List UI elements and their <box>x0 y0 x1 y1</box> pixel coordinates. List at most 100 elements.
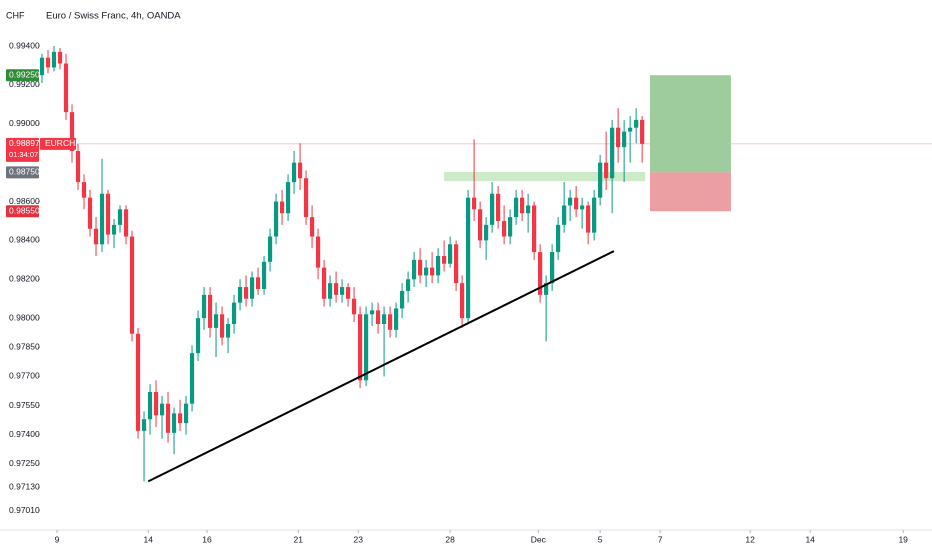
candle-body <box>459 283 465 319</box>
candle-body <box>375 310 381 324</box>
candle-body <box>466 197 471 319</box>
y-tick-label: 0.97130 <box>9 481 40 491</box>
candle-body <box>279 201 285 214</box>
price-label-box <box>6 205 39 218</box>
candle-body <box>237 287 243 303</box>
candle-body <box>441 255 447 264</box>
y-tick-label: 0.99000 <box>9 118 40 128</box>
candle-body <box>435 255 441 276</box>
candle-body <box>453 244 459 284</box>
candle-body <box>357 314 363 381</box>
candle-body <box>339 287 345 295</box>
candle-body <box>628 127 633 132</box>
candle-body <box>634 119 639 128</box>
candle-body <box>195 318 201 354</box>
symbol-label: EURCHF <box>45 138 80 148</box>
candle-body <box>478 209 483 241</box>
zone <box>444 172 646 182</box>
candle-body <box>574 197 579 210</box>
candle-body <box>556 224 561 253</box>
currency: CHF <box>6 10 25 20</box>
candle-body <box>508 217 513 237</box>
candle-body <box>45 57 51 68</box>
candle-body <box>189 353 195 404</box>
candle-body <box>201 294 207 319</box>
candle-body <box>345 287 351 299</box>
y-tick-label: 0.98400 <box>9 235 40 245</box>
candle-body <box>177 413 183 424</box>
candle-body <box>39 57 45 76</box>
price-label: 0.98550 <box>9 206 40 216</box>
candle-body <box>75 151 81 183</box>
candle-body <box>87 197 93 229</box>
y-tick-label: 0.99200 <box>9 79 40 89</box>
candle-body <box>592 197 597 233</box>
candle-body <box>363 314 369 381</box>
symbol-box <box>40 137 76 150</box>
candle-body <box>105 193 111 235</box>
candle-body <box>550 252 555 284</box>
candle-body <box>159 403 165 416</box>
candle-body <box>129 236 135 334</box>
candle-body <box>321 267 327 299</box>
candle-body <box>526 205 531 214</box>
x-tick-label: 5 <box>598 534 603 544</box>
candle-body <box>135 333 141 431</box>
x-tick-label: 7 <box>658 534 663 544</box>
candle-body <box>255 277 261 290</box>
candle-body <box>297 162 303 179</box>
x-tick-label: 12 <box>745 534 755 544</box>
countdown: 01:34:07 <box>9 150 38 159</box>
candle-body <box>171 413 177 433</box>
candle-body <box>538 252 543 295</box>
candle-body <box>303 178 309 218</box>
last-price-box <box>6 137 39 162</box>
candle-body <box>219 314 225 338</box>
candle-body <box>231 302 237 324</box>
candle-body <box>111 224 117 235</box>
candle-body <box>604 162 609 179</box>
candle-body <box>327 283 333 299</box>
y-tick-label: 0.98200 <box>9 274 40 284</box>
x-tick-label: 23 <box>354 534 364 544</box>
candle-body <box>520 197 525 214</box>
candle-body <box>580 205 585 210</box>
y-tick-label: 0.97400 <box>9 429 40 439</box>
candle-body <box>213 314 219 328</box>
y-tick-label: 0.98600 <box>9 196 40 206</box>
candle-body <box>544 283 549 295</box>
candle-body <box>399 290 405 309</box>
candle-body <box>273 201 279 237</box>
candle-body <box>309 217 315 237</box>
x-tick-label: 14 <box>805 534 815 544</box>
candle-body <box>502 220 507 237</box>
x-tick-label: 9 <box>55 534 60 544</box>
candle-body <box>351 298 357 315</box>
y-tick-label: 0.97550 <box>9 400 40 410</box>
loss-zone <box>649 172 731 212</box>
candle-body <box>381 314 387 324</box>
candle-body <box>249 277 255 299</box>
candle-body <box>267 236 273 262</box>
trendline <box>147 250 615 483</box>
candle-body <box>568 197 573 206</box>
profit-zone <box>649 75 731 173</box>
price-label: 0.98750 <box>9 167 40 177</box>
y-tick-label: 0.98000 <box>9 312 40 322</box>
candle-body <box>243 287 249 299</box>
y-tick-label: 0.97850 <box>9 342 40 352</box>
candle-body <box>417 259 423 276</box>
candle-body <box>147 392 153 420</box>
candle-body <box>207 294 213 328</box>
x-tick-label: 21 <box>294 534 304 544</box>
x-tick-label: Dec <box>531 534 547 544</box>
candle-body <box>225 323 231 338</box>
candle-body <box>369 310 375 315</box>
candle-body <box>490 193 495 225</box>
last-price-label: 0.98897 <box>9 138 40 148</box>
candle-body <box>496 193 501 221</box>
candle-body <box>57 51 63 64</box>
price-label-box <box>6 69 39 82</box>
candle-body <box>63 63 69 113</box>
